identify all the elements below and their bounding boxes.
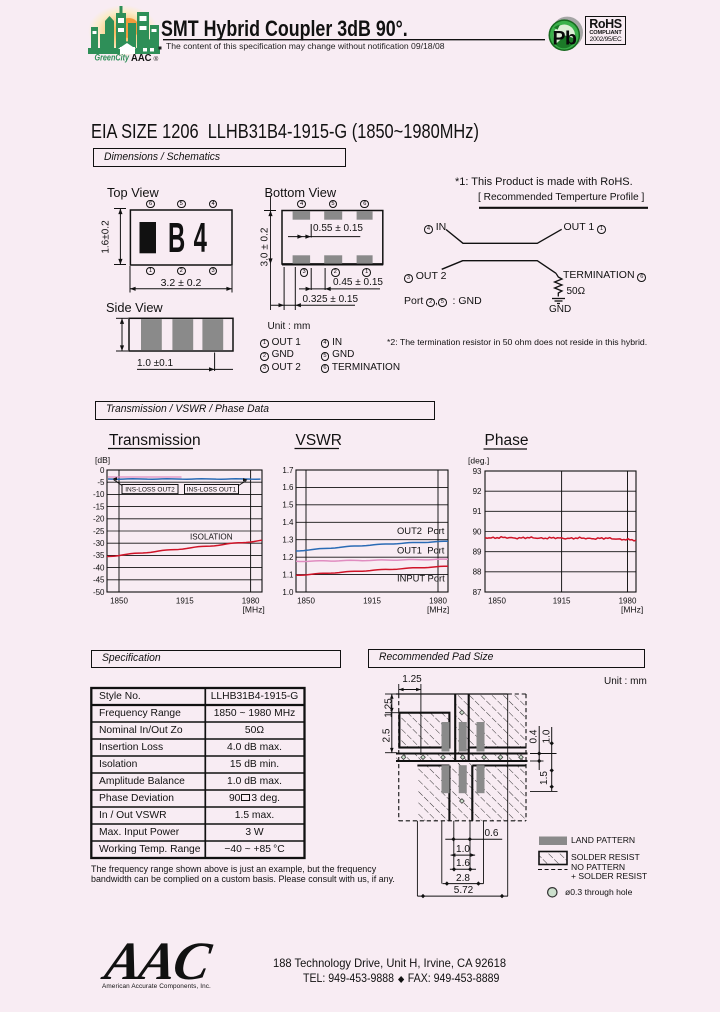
- svg-text:2.5: 2.5: [382, 728, 393, 742]
- svg-text:1.0: 1.0: [282, 588, 294, 597]
- svg-text:Pb: Pb: [553, 27, 578, 49]
- svg-text:OUT2 Port: OUT2 Port: [397, 525, 445, 536]
- svg-text:AAC: AAC: [131, 53, 152, 64]
- svg-text:1.5: 1.5: [282, 501, 294, 510]
- svg-text:3.0 ± 0.2: 3.0 ± 0.2: [259, 227, 270, 266]
- svg-text:INS-LOSS OUT1: INS-LOSS OUT1: [187, 486, 237, 493]
- svg-text:1915: 1915: [363, 597, 381, 606]
- svg-text:1915: 1915: [553, 597, 571, 606]
- svg-text:-50: -50: [93, 588, 105, 597]
- svg-text:[MHz]: [MHz]: [243, 605, 265, 615]
- svg-text:1915: 1915: [176, 597, 194, 606]
- svg-text:-35: -35: [93, 551, 105, 560]
- svg-text:-10: -10: [93, 490, 105, 499]
- svg-text:1.3: 1.3: [282, 536, 294, 545]
- svg-text:[dB]: [dB]: [95, 455, 110, 465]
- svg-text:90: 90: [473, 527, 482, 536]
- svg-text:1850: 1850: [488, 597, 506, 606]
- svg-text:-40: -40: [93, 563, 105, 572]
- svg-text:-30: -30: [93, 539, 105, 548]
- svg-text:GreenCity: GreenCity: [95, 53, 130, 63]
- svg-text:INPUT Port: INPUT Port: [397, 573, 445, 584]
- svg-text:1.1: 1.1: [282, 570, 294, 579]
- svg-text:1980: 1980: [429, 597, 447, 606]
- svg-text:-5: -5: [97, 478, 105, 487]
- svg-text:1.6±0.2: 1.6±0.2: [101, 220, 112, 254]
- svg-text:1.6: 1.6: [282, 483, 294, 492]
- svg-text:93: 93: [473, 467, 482, 476]
- svg-text:0: 0: [100, 466, 105, 475]
- svg-text:1.5: 1.5: [539, 771, 550, 785]
- svg-text:-20: -20: [93, 515, 105, 524]
- svg-text:ISOLATION: ISOLATION: [190, 533, 233, 542]
- svg-text:0.4: 0.4: [529, 729, 540, 743]
- svg-text:AAC: AAC: [98, 931, 216, 991]
- svg-text:[MHz]: [MHz]: [427, 605, 449, 615]
- svg-text:1.25: 1.25: [384, 698, 395, 718]
- svg-text:1.4: 1.4: [282, 518, 294, 527]
- svg-text:OUT1 Port: OUT1 Port: [397, 545, 445, 556]
- svg-text:91: 91: [473, 507, 482, 516]
- svg-text:-45: -45: [93, 576, 105, 585]
- svg-text:87: 87: [473, 588, 482, 597]
- svg-text:®: ®: [154, 55, 159, 63]
- svg-text:1980: 1980: [619, 597, 637, 606]
- svg-text:92: 92: [473, 487, 482, 496]
- svg-text:-25: -25: [93, 527, 105, 536]
- svg-text:INS-LOSS OUT2: INS-LOSS OUT2: [125, 486, 175, 493]
- svg-text:1850: 1850: [297, 597, 315, 606]
- svg-text:1.7: 1.7: [282, 466, 294, 475]
- svg-text:89: 89: [473, 547, 482, 556]
- svg-text:1.2: 1.2: [282, 553, 294, 562]
- svg-text:88: 88: [473, 568, 482, 577]
- svg-text:-15: -15: [93, 502, 105, 511]
- svg-text:1.0: 1.0: [542, 729, 553, 743]
- svg-text:1850: 1850: [110, 597, 128, 606]
- svg-text:[deg.]: [deg.]: [468, 456, 489, 466]
- svg-text:1980: 1980: [242, 597, 260, 606]
- svg-text:[MHz]: [MHz]: [621, 605, 643, 615]
